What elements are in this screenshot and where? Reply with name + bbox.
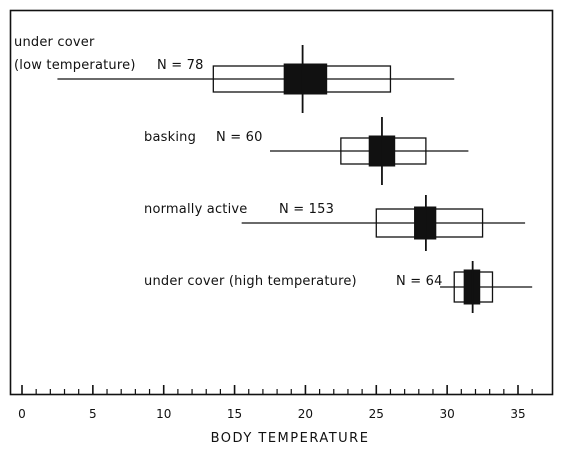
x-axis-title: BODY TEMPERATURE [211, 431, 370, 446]
x-tick-label: 30 [440, 407, 455, 421]
x-tick-label: 0 [18, 407, 26, 421]
series-label: basking [144, 130, 196, 145]
series-group: basking N = 60 [144, 117, 469, 185]
x-axis: 0 5 10 15 20 25 30 35 [18, 385, 533, 421]
x-tick-label: 35 [510, 407, 525, 421]
x-tick-label: 20 [298, 407, 313, 421]
plot-frame [9, 9, 554, 396]
series-label: under cover (high temperature) [144, 274, 357, 289]
series-group: under cover (low temperature) N = 78 [14, 35, 455, 113]
series-group: under cover (high temperature) N = 64 [144, 261, 533, 313]
x-tick-label: 10 [156, 407, 171, 421]
x-tick-label: 15 [227, 407, 242, 421]
n-label: N = 153 [279, 202, 334, 217]
n-label: N = 60 [216, 130, 263, 145]
series-layer: under cover (low temperature) N = 78 baskin… [14, 35, 533, 313]
series-label: normally active [144, 202, 248, 217]
series-label: (low temperature) [14, 58, 136, 73]
x-tick-label: 25 [369, 407, 384, 421]
series-group: normally active N = 153 [144, 195, 526, 251]
series-label: under cover [14, 35, 95, 50]
sd-box [283, 63, 328, 95]
n-label: N = 64 [396, 274, 443, 289]
x-tick-label: 5 [89, 407, 97, 421]
n-label: N = 78 [157, 58, 204, 73]
